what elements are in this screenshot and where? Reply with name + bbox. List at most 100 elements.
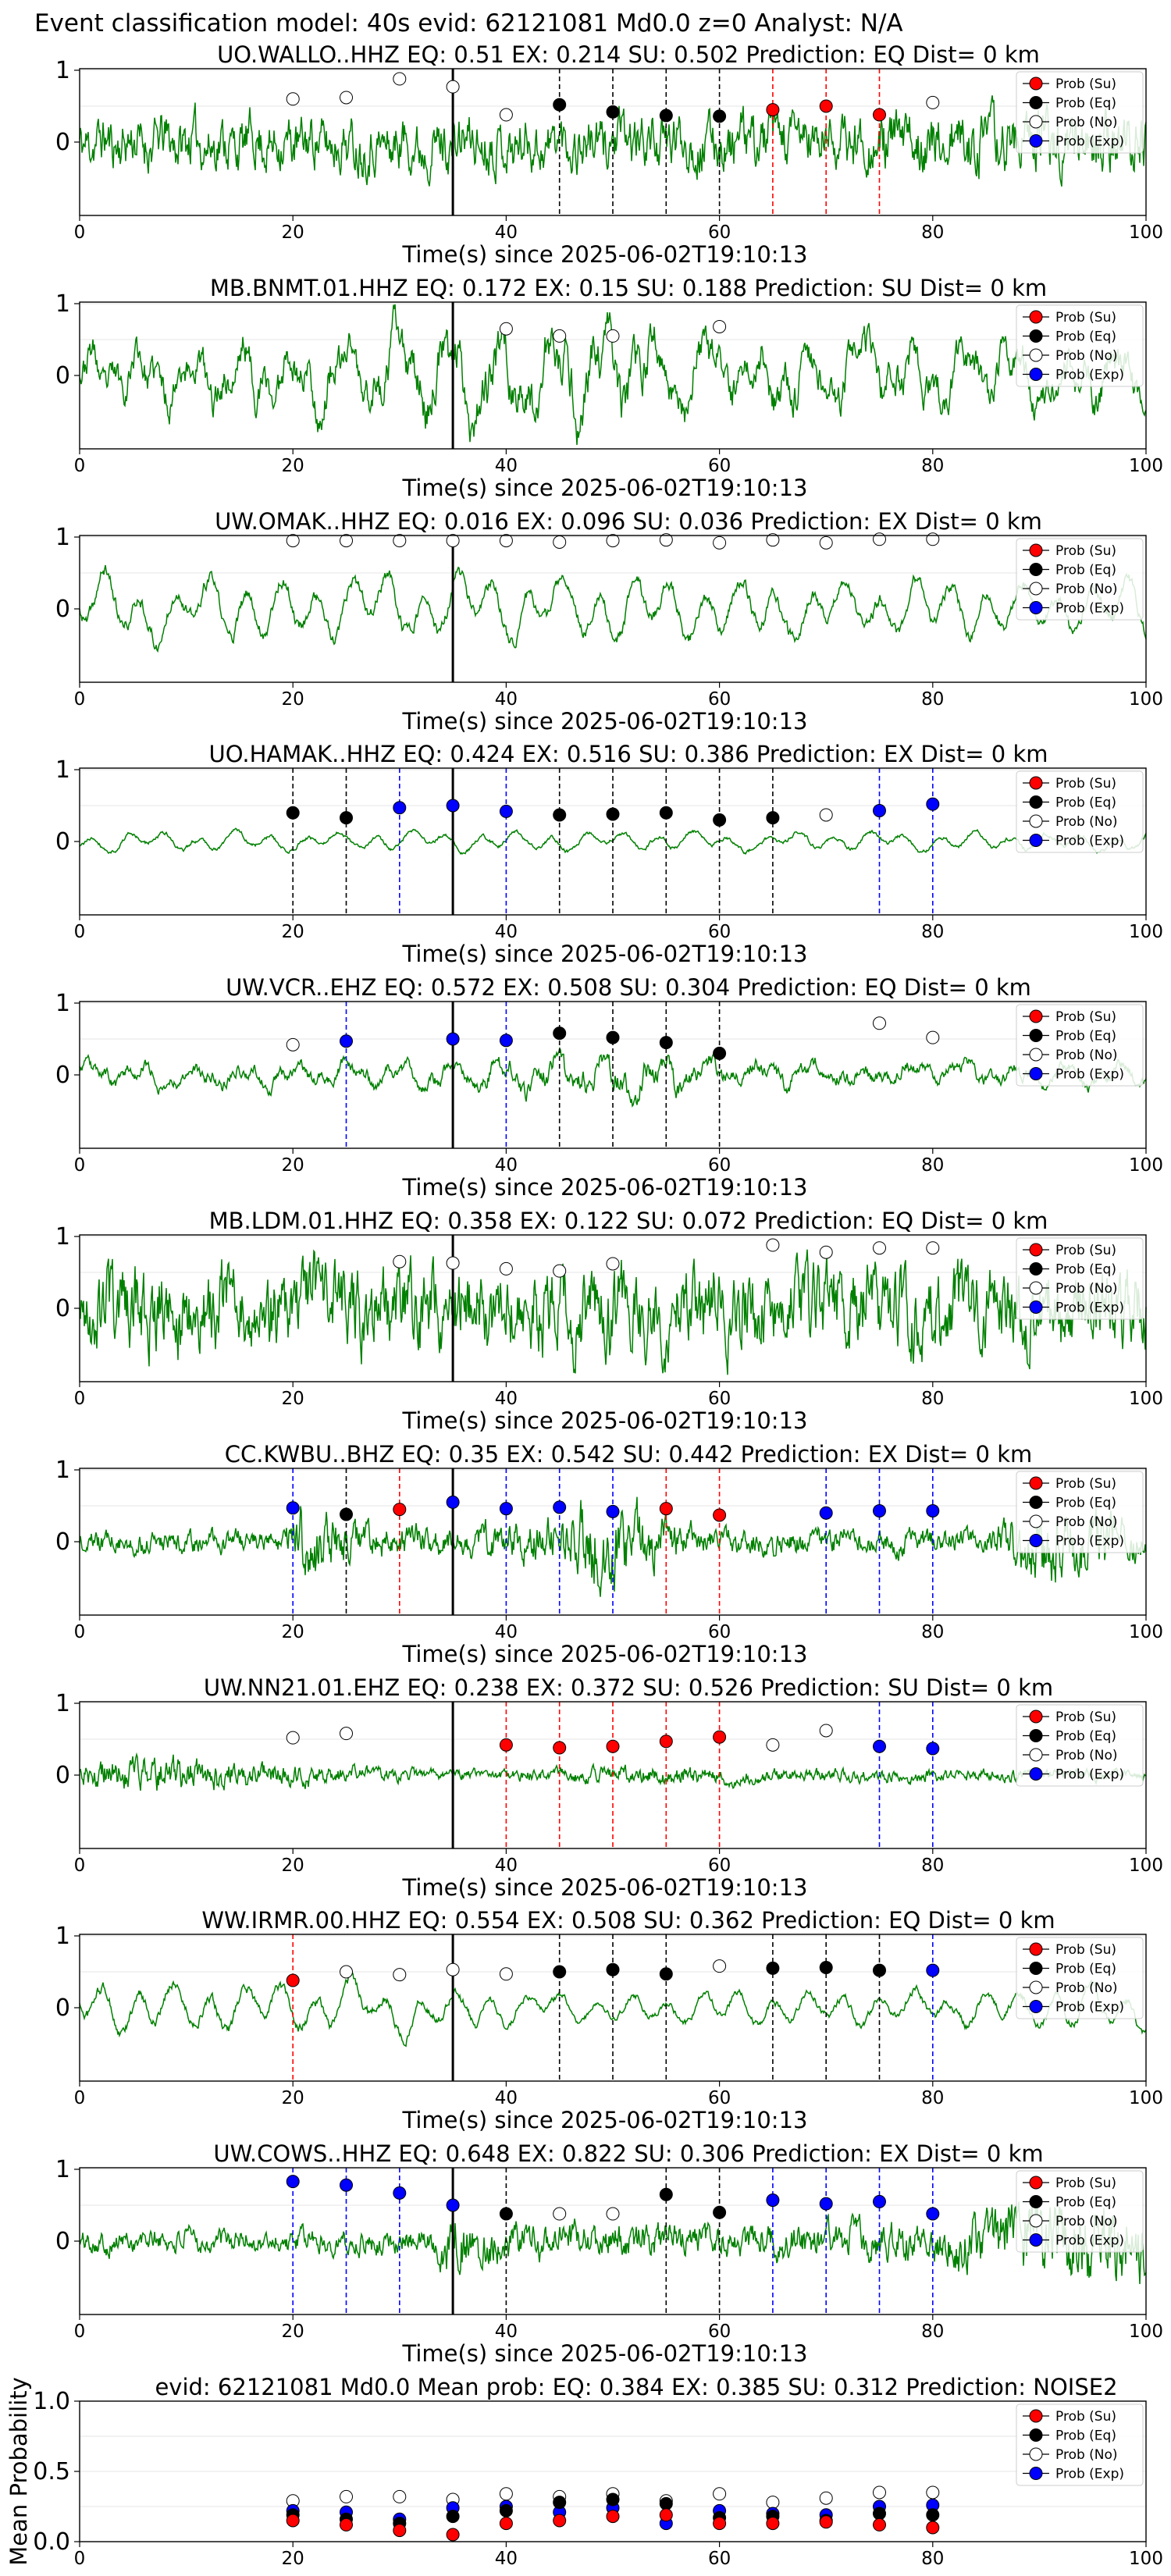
legend-label-su: Prob (Su) [1055, 2409, 1116, 2425]
x-tick-label: 80 [921, 689, 944, 710]
x-tick-label: 60 [708, 456, 731, 476]
prob-point-no [766, 533, 780, 547]
x-tick-label: 20 [282, 922, 304, 942]
x-tick-label: 20 [282, 689, 304, 710]
prob-point-no [926, 532, 940, 546]
panel-3: UW.OMAK..HHZ EQ: 0.016 EX: 0.096 SU: 0.0… [55, 508, 1163, 735]
legend-label-eq: Prob (Eq) [1055, 96, 1116, 112]
prob-point-no [286, 534, 300, 548]
legend-marker-no [1029, 2447, 1043, 2461]
legend-marker-no [1029, 2214, 1043, 2228]
waveform-trace [79, 564, 1147, 653]
legend-box [1016, 1004, 1144, 1087]
prob-point-no [446, 534, 460, 548]
legend-label-su: Prob (Su) [1055, 76, 1116, 92]
x-tick-label: 40 [495, 922, 518, 942]
legend-marker-no [1029, 348, 1043, 362]
legend-label-eq: Prob (Eq) [1055, 1029, 1116, 1044]
panel-title: MB.LDM.01.HHZ EQ: 0.358 EX: 0.122 SU: 0.… [209, 1208, 1048, 1234]
x-tick-label: 0 [74, 2088, 86, 2108]
legend-label-exp: Prob (Exp) [1055, 2467, 1124, 2482]
legend-marker-eq [1029, 329, 1043, 343]
x-axis-label: Time(s) since 2025-06-02T19:10:13 [402, 708, 808, 735]
legend: Prob (Su) Prob (Eq) Prob (No) Prob (Exp) [1016, 1004, 1144, 1087]
prob-point-exp [873, 1739, 886, 1753]
prob-point-eq [553, 1026, 567, 1041]
prob-point-exp [393, 801, 407, 815]
mean-point-no [819, 2491, 833, 2505]
prob-point-no [606, 1257, 620, 1271]
legend-marker-eq [1029, 795, 1043, 809]
x-tick-label: 80 [921, 1155, 944, 1176]
x-tick-label: 80 [921, 456, 944, 476]
mean-point-su [553, 2514, 567, 2528]
prob-point-eq [606, 1030, 620, 1044]
y-tick-label: 1 [55, 290, 70, 318]
panel-11: evid: 62121081 Md0.0 Mean prob: EQ: 0.38… [5, 2374, 1163, 2569]
prob-point-no [340, 91, 353, 105]
prob-point-su [873, 108, 886, 122]
legend: Prob (Su) Prob (Eq) Prob (No) Prob (Exp) [1016, 1237, 1144, 1320]
legend-label-exp: Prob (Exp) [1055, 601, 1124, 617]
legend-label-su: Prob (Su) [1055, 1710, 1116, 1725]
legend-marker-no [1029, 1980, 1043, 1994]
prob-point-no [659, 533, 673, 547]
prob-point-no [819, 1724, 833, 1738]
legend-marker-eq [1029, 96, 1043, 109]
legend-label-exp: Prob (Exp) [1055, 2000, 1124, 2016]
prob-point-exp [340, 1034, 353, 1048]
x-tick-label: 60 [708, 2549, 731, 2569]
x-tick-label: 40 [495, 1389, 518, 1409]
x-tick-label: 20 [282, 456, 304, 476]
prob-point-su [659, 1502, 673, 1516]
legend-marker-exp [1029, 2000, 1043, 2013]
prob-point-eq [766, 811, 780, 825]
x-tick-label: 0 [74, 1155, 86, 1176]
prob-point-exp [446, 1495, 460, 1509]
panel-title: UO.HAMAK..HHZ EQ: 0.424 EX: 0.516 SU: 0.… [209, 741, 1048, 767]
prob-point-exp [926, 797, 940, 811]
legend-label-no: Prob (No) [1055, 1748, 1118, 1763]
legend-marker-exp [1029, 834, 1043, 847]
y-tick-label: 0 [55, 2228, 70, 2255]
x-tick-label: 60 [708, 2088, 731, 2108]
legend-box [1016, 304, 1144, 387]
legend-marker-su [1029, 310, 1043, 324]
x-axis: 0 20 40 60 80 100 [74, 2314, 1163, 2342]
prob-point-no [819, 808, 833, 822]
y-tick-label: 1 [55, 1457, 70, 1484]
x-tick-label: 100 [1129, 922, 1163, 942]
legend-label-exp: Prob (Exp) [1055, 368, 1124, 383]
prob-point-exp [926, 1742, 940, 1756]
x-tick-label: 100 [1129, 1155, 1163, 1176]
legend-marker-su [1029, 543, 1043, 557]
legend: Prob (Su) Prob (Eq) Prob (No) Prob (Exp) [1016, 1937, 1144, 2019]
legend-label-exp: Prob (Exp) [1055, 2233, 1124, 2249]
legend-label-no: Prob (No) [1055, 115, 1118, 130]
x-tick-label: 60 [708, 689, 731, 710]
legend-marker-eq [1029, 2428, 1043, 2442]
prob-point-su [393, 1503, 407, 1517]
x-tick-label: 100 [1129, 2088, 1163, 2108]
x-tick-label: 40 [495, 2322, 518, 2342]
y-tick-label: 0 [55, 1762, 70, 1789]
x-tick-label: 40 [495, 456, 518, 476]
x-tick-label: 80 [921, 2088, 944, 2108]
y-tick-label: 1 [55, 1690, 70, 1717]
y-tick-label: 0 [55, 828, 70, 856]
y-tick-label: 0 [55, 1062, 70, 1089]
legend-marker-eq [1029, 1729, 1043, 1742]
x-axis: 0 20 40 60 80 100 [74, 1148, 1163, 1176]
legend-marker-eq [1029, 1262, 1043, 1276]
legend-marker-no [1029, 1281, 1043, 1295]
legend-marker-eq [1029, 1496, 1043, 1509]
prob-point-exp [926, 1963, 940, 1977]
prob-point-exp [873, 803, 886, 817]
panel-5: UW.VCR..EHZ EQ: 0.572 EX: 0.508 SU: 0.30… [55, 974, 1163, 1201]
prob-point-no [393, 1968, 407, 1982]
prob-point-su [713, 1508, 727, 1522]
legend-label-su: Prob (Su) [1055, 543, 1116, 559]
prob-point-exp [446, 799, 460, 813]
x-axis-label: Time(s) since 2025-06-02T19:10:13 [402, 241, 808, 268]
